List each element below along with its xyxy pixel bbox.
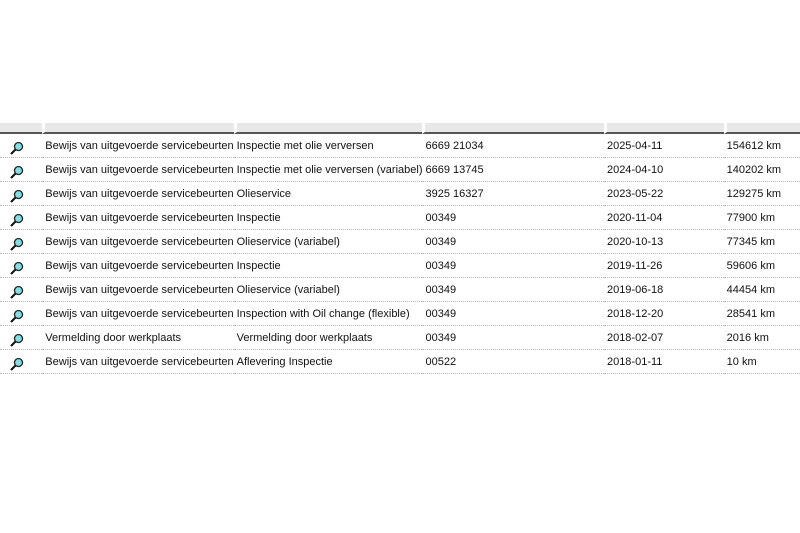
cell-mileage: 129275 km — [723, 182, 800, 206]
view-cell[interactable] — [0, 278, 43, 302]
cell-code: 00349 — [422, 326, 604, 350]
view-cell[interactable] — [0, 182, 43, 206]
cell-service: Inspectie met olie verversen (variabel) — [233, 158, 423, 182]
magnifier-icon[interactable] — [10, 285, 42, 299]
cell-code: 00349 — [422, 230, 604, 254]
magnifier-icon[interactable] — [10, 165, 42, 179]
cell-date: 2018-01-11 — [603, 350, 724, 374]
table-row: Bewijs van uitgevoerde servicebeurten Ins… — [0, 254, 800, 278]
cell-mileage: 77900 km — [723, 206, 800, 230]
cell-date: 2018-12-20 — [603, 302, 724, 326]
cell-service: Olieservice (variabel) — [233, 230, 423, 254]
cell-type: Bewijs van uitgevoerde servicebeurten — [42, 278, 234, 302]
service-history-table: Bewijs van uitgevoerde servicebeurten Ins… — [0, 123, 800, 374]
header-row — [0, 123, 800, 134]
magnifier-icon[interactable] — [10, 237, 42, 251]
cell-mileage: 2016 km — [723, 326, 800, 350]
table-row: Bewijs van uitgevoerde servicebeurten Oli… — [0, 182, 800, 206]
table-row: Bewijs van uitgevoerde servicebeurten Ins… — [0, 206, 800, 230]
cell-service: Olieservice — [233, 182, 423, 206]
view-cell[interactable] — [0, 326, 43, 350]
view-cell[interactable] — [0, 158, 43, 182]
table-row: Bewijs van uitgevoerde servicebeurten Oli… — [0, 278, 800, 302]
cell-date: 2025-04-11 — [603, 134, 724, 158]
table-row: Bewijs van uitgevoerde servicebeurten Ins… — [0, 134, 800, 158]
view-cell[interactable] — [0, 302, 43, 326]
cell-service: Aflevering Inspectie — [233, 350, 423, 374]
cell-mileage: 77345 km — [723, 230, 800, 254]
cell-type: Bewijs van uitgevoerde servicebeurten — [42, 230, 234, 254]
cell-mileage: 59606 km — [723, 254, 800, 278]
cell-type: Bewijs van uitgevoerde servicebeurten — [42, 206, 234, 230]
cell-code: 00349 — [422, 254, 604, 278]
cell-date: 2018-02-07 — [603, 326, 724, 350]
cell-mileage: 154612 km — [723, 134, 800, 158]
magnifier-icon[interactable] — [10, 213, 42, 227]
cell-code: 00349 — [422, 206, 604, 230]
cell-type: Bewijs van uitgevoerde servicebeurten — [42, 182, 234, 206]
cell-type: Bewijs van uitgevoerde servicebeurten — [42, 158, 234, 182]
view-cell[interactable] — [0, 134, 43, 158]
col-header-mileage — [723, 123, 800, 134]
col-header-view — [0, 123, 43, 134]
view-cell[interactable] — [0, 350, 43, 374]
cell-code: 00349 — [422, 302, 604, 326]
table-row: Bewijs van uitgevoerde servicebeurten Afl… — [0, 350, 800, 374]
cell-date: 2020-10-13 — [603, 230, 724, 254]
magnifier-icon[interactable] — [10, 189, 42, 203]
cell-code: 3925 16327 — [422, 182, 604, 206]
table-row: Bewijs van uitgevoerde servicebeurten Oli… — [0, 230, 800, 254]
magnifier-icon[interactable] — [10, 261, 42, 275]
cell-type: Bewijs van uitgevoerde servicebeurten — [42, 350, 234, 374]
cell-mileage: 10 km — [723, 350, 800, 374]
cell-mileage: 140202 km — [723, 158, 800, 182]
cell-date: 2023-05-22 — [603, 182, 724, 206]
col-header-date — [603, 123, 724, 134]
cell-date: 2019-06-18 — [603, 278, 724, 302]
cell-service: Olieservice (variabel) — [233, 278, 423, 302]
table-row: Bewijs van uitgevoerde servicebeurten Ins… — [0, 302, 800, 326]
magnifier-icon[interactable] — [10, 309, 42, 323]
magnifier-icon[interactable] — [10, 357, 42, 371]
cell-type: Bewijs van uitgevoerde servicebeurten — [42, 134, 234, 158]
cell-service: Inspectie — [233, 206, 423, 230]
cell-code: 6669 13745 — [422, 158, 604, 182]
cell-code: 00522 — [422, 350, 604, 374]
cell-type: Bewijs van uitgevoerde servicebeurten — [42, 302, 234, 326]
magnifier-icon[interactable] — [10, 333, 42, 347]
cell-type: Vermelding door werkplaats — [42, 326, 234, 350]
view-cell[interactable] — [0, 206, 43, 230]
col-header-type — [42, 123, 234, 134]
view-cell[interactable] — [0, 254, 43, 278]
view-cell[interactable] — [0, 230, 43, 254]
table-row: Vermelding door werkplaats Vermelding doo… — [0, 326, 800, 350]
cell-date: 2024-04-10 — [603, 158, 724, 182]
cell-date: 2019-11-26 — [603, 254, 724, 278]
cell-service: Inspection with Oil change (flexible) — [233, 302, 423, 326]
cell-service: Inspectie — [233, 254, 423, 278]
col-header-code — [422, 123, 604, 134]
col-header-service — [233, 123, 423, 134]
cell-code: 6669 21034 — [422, 134, 604, 158]
cell-code: 00349 — [422, 278, 604, 302]
cell-service: Inspectie met olie verversen — [233, 134, 423, 158]
cell-type: Bewijs van uitgevoerde servicebeurten — [42, 254, 234, 278]
cell-mileage: 44454 km — [723, 278, 800, 302]
cell-mileage: 28541 km — [723, 302, 800, 326]
magnifier-icon[interactable] — [10, 141, 42, 155]
cell-date: 2020-11-04 — [603, 206, 724, 230]
table-row: Bewijs van uitgevoerde servicebeurten Ins… — [0, 158, 800, 182]
cell-service: Vermelding door werkplaats — [233, 326, 423, 350]
